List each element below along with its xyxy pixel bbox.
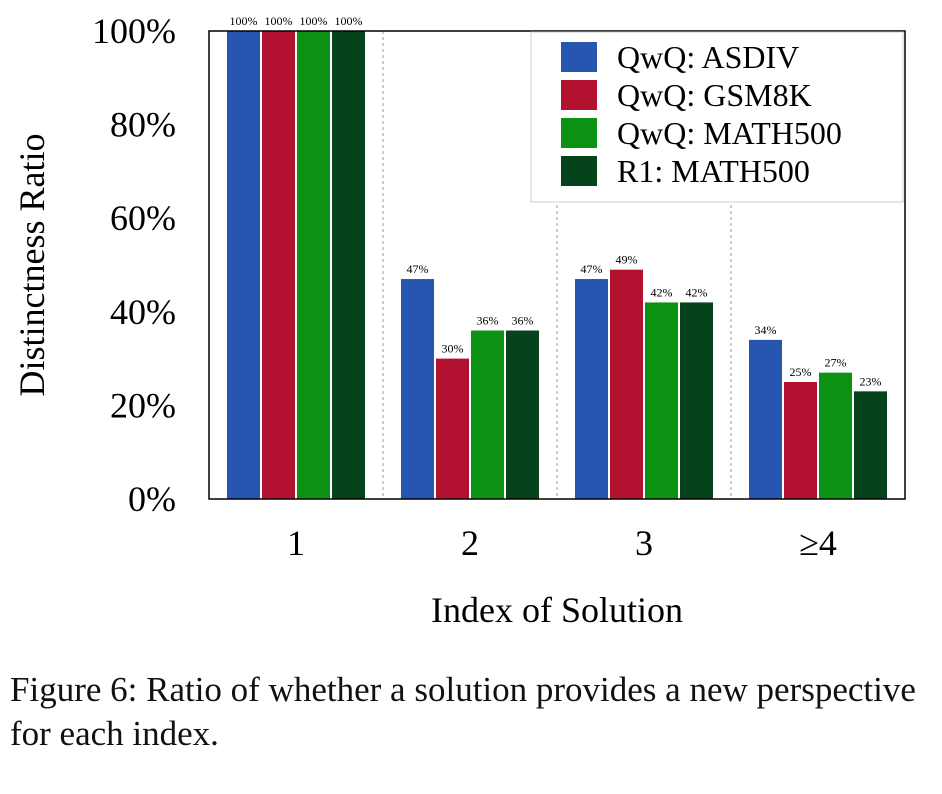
bar-value-label: 47% (581, 262, 603, 276)
bar (471, 330, 504, 499)
y-tick-label: 100% (92, 11, 176, 51)
legend-swatch (561, 42, 597, 72)
bar (332, 31, 365, 499)
bar-value-label: 100% (230, 14, 258, 28)
bar-value-label: 100% (335, 14, 363, 28)
bar-value-label: 47% (407, 262, 429, 276)
bar-chart: 100% 100% 100% 100%47%30%36% 36%47%49%42% 42%… (12, 11, 906, 630)
bar-value-labels: 100% 100% 100% 100% 47% 30% 36% 36% 47% 49% 42% 42%… (230, 14, 882, 388)
bar (436, 358, 469, 499)
bar (645, 302, 678, 499)
bar (784, 382, 817, 499)
bars (227, 31, 887, 499)
bar (506, 330, 539, 499)
bar-value-label: 100% (300, 14, 328, 28)
bar-value-label: 36% (512, 314, 534, 328)
bar (610, 269, 643, 499)
legend-label: QwQ: ASDIV (617, 39, 799, 75)
figure-caption: Figure 6: Ratio of whether a solution pr… (10, 670, 916, 753)
y-axis: 0% 20% 40% 60% 80% 100% (92, 11, 176, 519)
bar-value-label: 27% (825, 356, 847, 370)
y-tick-label: 80% (110, 105, 176, 145)
plot-frame (208, 30, 906, 500)
x-tick-label: 2 (461, 523, 479, 563)
legend-swatch (561, 118, 597, 148)
bar (575, 279, 608, 499)
x-axis: 1 2 3 ≥4 (287, 523, 837, 563)
legend-label: QwQ: GSM8K (617, 77, 812, 113)
bar-value-label: 34% (755, 323, 777, 337)
bar (262, 31, 295, 499)
x-tick-label: 1 (287, 523, 305, 563)
legend-label: R1: MATH500 (617, 153, 810, 189)
bar-value-label: 23% (860, 374, 882, 388)
x-tick-label: ≥4 (799, 523, 837, 563)
y-axis-title: Distinctness Ratio (12, 134, 52, 397)
bar-value-label: 25% (790, 365, 812, 379)
bar (227, 31, 260, 499)
bar (749, 339, 782, 499)
bar-value-label: 42% (686, 285, 708, 299)
legend-swatch (561, 80, 597, 110)
bar (680, 302, 713, 499)
y-tick-label: 40% (110, 292, 176, 332)
bar-value-label: 36% (477, 314, 499, 328)
bar-value-label: 42% (651, 285, 673, 299)
bar-value-label: 100% (265, 14, 293, 28)
bar (401, 279, 434, 499)
x-axis-title: Index of Solution (431, 590, 683, 630)
legend-label: QwQ: MATH500 (617, 115, 842, 151)
x-tick-label: 3 (635, 523, 653, 563)
bar (854, 391, 887, 499)
bar-value-label: 30% (442, 342, 464, 356)
legend-swatch (561, 156, 597, 186)
bar (297, 31, 330, 499)
y-tick-label: 60% (110, 198, 176, 238)
y-tick-label: 0% (128, 479, 176, 519)
bar-value-label: 49% (616, 253, 638, 267)
y-tick-label: 20% (110, 385, 176, 425)
bar (819, 372, 852, 499)
